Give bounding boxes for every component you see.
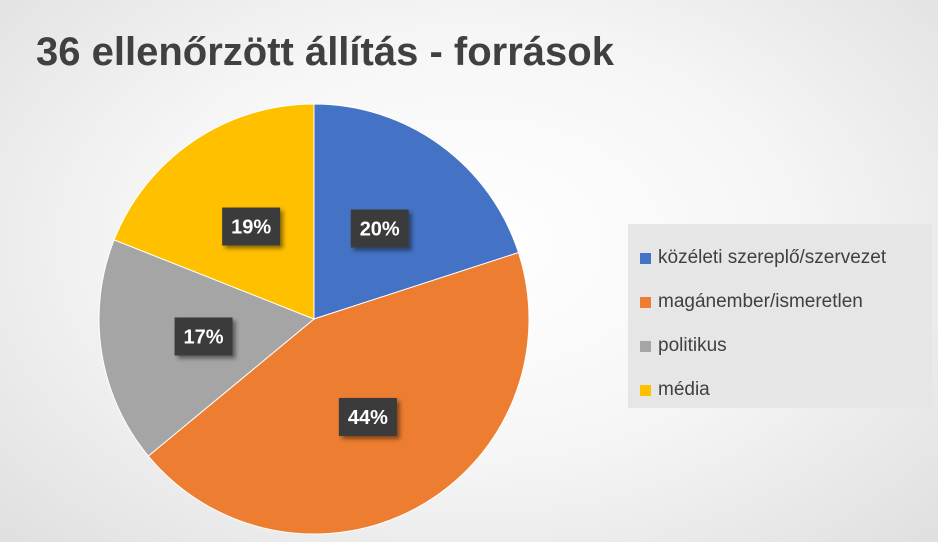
legend-label: média: [658, 379, 710, 400]
legend-item-1: magánember/ismeretlen: [640, 280, 932, 324]
data-label-box: [174, 317, 233, 356]
legend-item-2: politikus: [640, 324, 932, 368]
legend-swatch: [640, 296, 651, 308]
legend: közéleti szereplő/szervezet magánember/is…: [628, 224, 932, 408]
data-label-1: 44%: [338, 397, 397, 436]
legend-item-3: média: [640, 368, 932, 412]
legend-swatch: [640, 340, 651, 352]
data-label-box: [338, 397, 397, 436]
data-label-text: 19%: [231, 217, 271, 239]
data-label-2: 17%: [174, 317, 233, 356]
data-label-3: 19%: [222, 207, 281, 246]
legend-item-0: közéleti szereplő/szervezet: [640, 236, 932, 280]
legend-swatch: [640, 384, 651, 396]
data-label-text: 17%: [184, 326, 224, 348]
data-label-box: [222, 207, 281, 246]
pie-slice-0: [313, 103, 520, 320]
chart-title: 36 ellenőrzött állítás - források: [36, 30, 614, 74]
data-label-0: 20%: [350, 209, 409, 248]
legend-label: közéleti szereplő/szervezet: [658, 247, 887, 268]
pie-slice-1: [147, 251, 530, 535]
data-label-box: [350, 209, 409, 248]
data-label-text: 44%: [348, 407, 388, 429]
legend-label: magánember/ismeretlen: [658, 291, 863, 312]
pie-slice-3: [113, 103, 315, 320]
legend-swatch: [640, 252, 651, 264]
data-label-text: 20%: [360, 219, 400, 241]
legend-label: politikus: [658, 335, 727, 356]
